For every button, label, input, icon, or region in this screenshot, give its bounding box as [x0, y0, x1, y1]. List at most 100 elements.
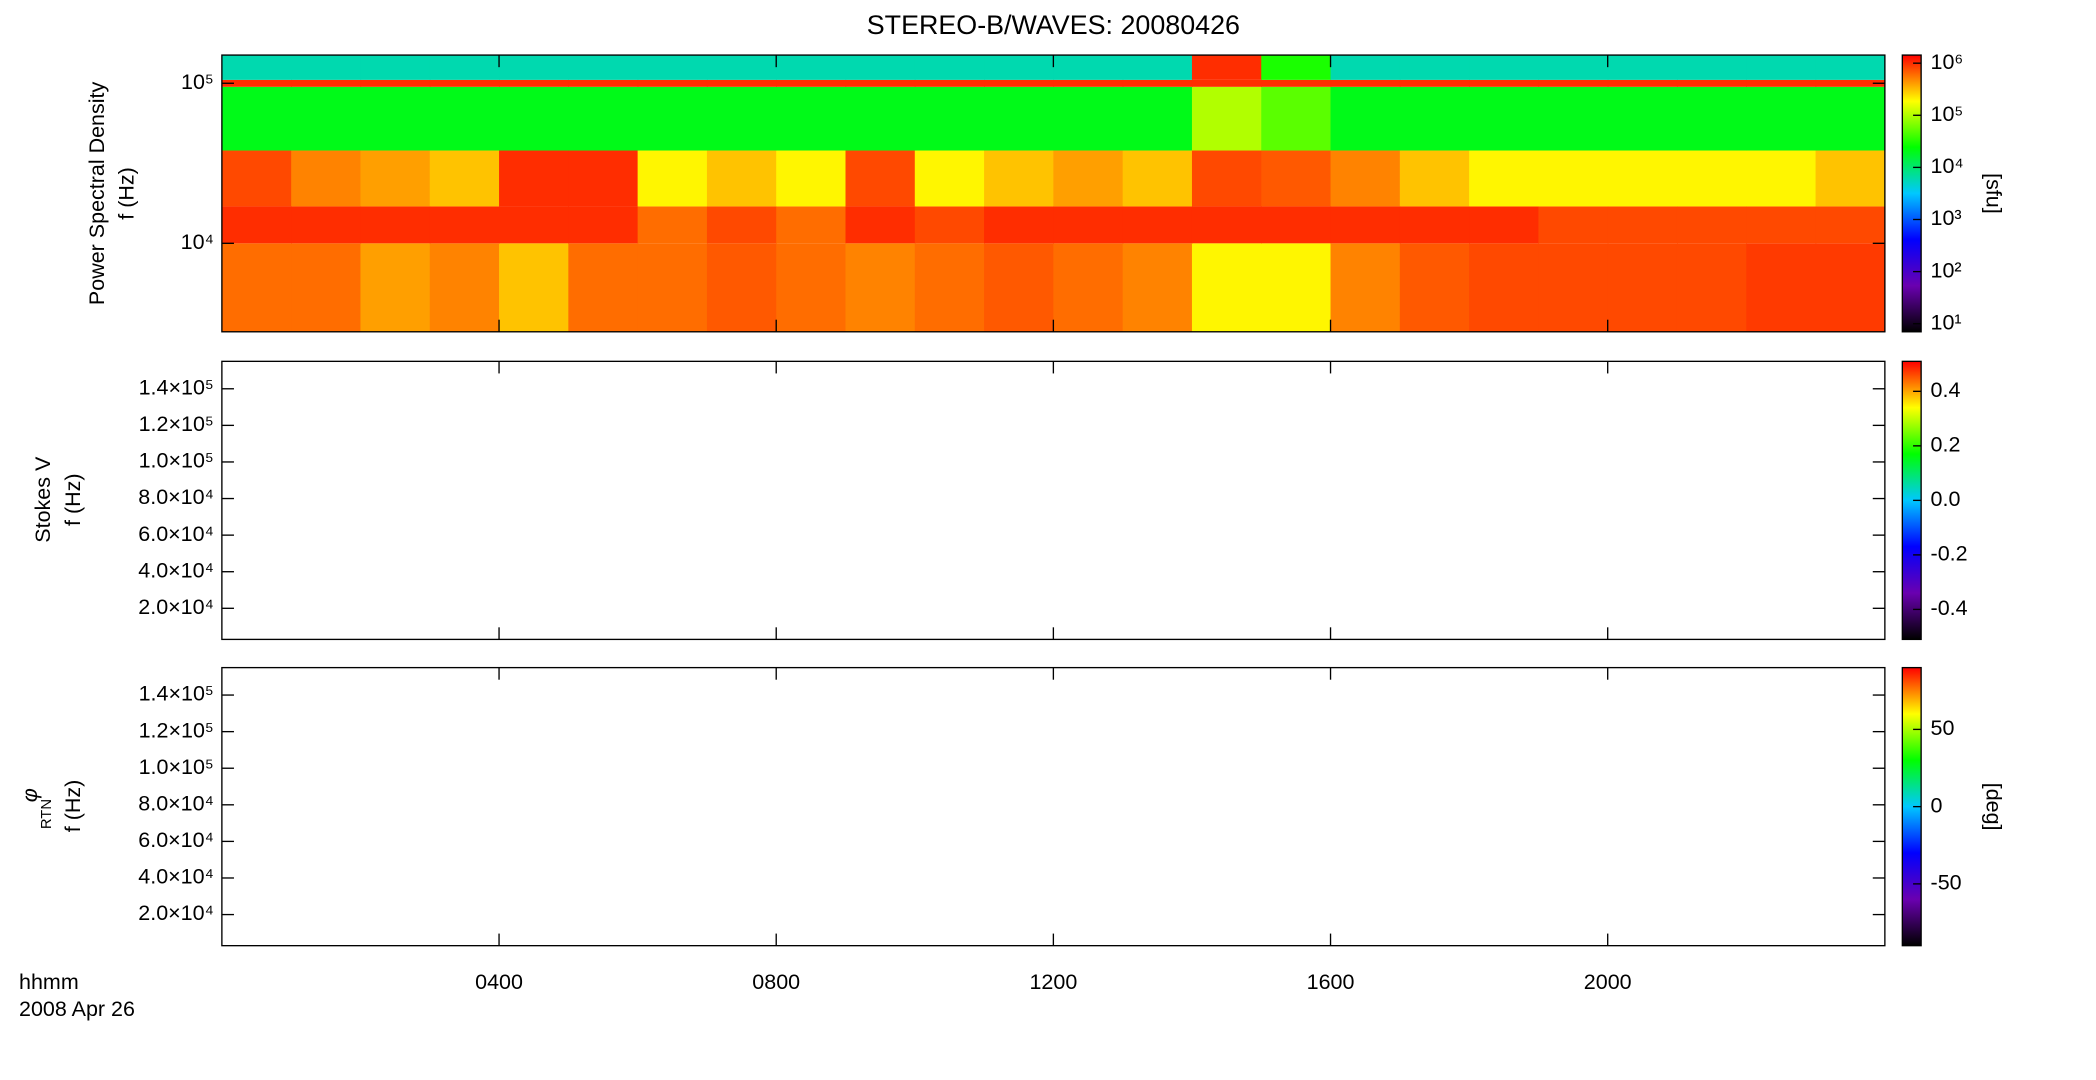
- heatmap-cell: [1053, 243, 1124, 332]
- heatmap-cell: [1053, 86, 1124, 151]
- y-axis-label: Stokes V: [31, 456, 55, 543]
- heatmap-cell: [1399, 86, 1470, 151]
- heatmap-cell: [1053, 55, 1124, 80]
- heatmap-cell: [568, 55, 639, 80]
- heatmap-cell: [1815, 150, 1886, 207]
- heatmap-cell: [1399, 79, 1470, 87]
- colorbar-label: [deg]: [1982, 783, 2006, 831]
- heatmap-cell: [291, 243, 362, 332]
- heatmap-cell: [706, 243, 777, 332]
- y-tick-label: 1.4×10⁵: [139, 375, 214, 399]
- chart-title: STEREO-B/WAVES: 20080426: [867, 10, 1240, 40]
- colorbar-tick-label: 10³: [1931, 206, 1962, 230]
- heatmap-cell: [845, 55, 916, 80]
- heatmap-cell: [1330, 243, 1401, 332]
- y-tick-label: 4.0×10⁴: [138, 865, 214, 889]
- x-axis-label: hhmm: [19, 970, 79, 994]
- heatmap-cell: [1746, 86, 1817, 151]
- y-tick-label: 2.0×10⁴: [138, 901, 214, 925]
- heatmap-cell: [221, 79, 292, 87]
- heatmap-cell: [568, 243, 639, 332]
- colorbar-tick-label: 10⁵: [1931, 102, 1964, 126]
- colorbar-tick-label: -0.2: [1931, 542, 1968, 566]
- x-tick-label: 0400: [475, 970, 523, 994]
- heatmap-cell: [291, 150, 362, 207]
- heatmap-cell: [429, 150, 500, 207]
- heatmap-cell: [1191, 206, 1262, 244]
- y-axis-label: Power Spectral Density: [85, 82, 109, 306]
- heatmap-cell: [221, 86, 292, 151]
- heatmap-cell: [914, 86, 985, 151]
- heatmap-cell: [1122, 150, 1193, 207]
- heatmap-cell: [1676, 206, 1747, 244]
- y-axis-label: φ: [18, 788, 42, 802]
- heatmap-cell: [1746, 150, 1817, 207]
- colorbar-tick-label: 10²: [1931, 258, 1962, 282]
- heatmap-cell: [1053, 79, 1124, 87]
- heatmap-cell: [499, 79, 570, 87]
- heatmap-cell: [1191, 55, 1262, 80]
- y-tick-label: 1.2×10⁵: [139, 412, 214, 436]
- date-label: 2008 Apr 26: [19, 997, 135, 1021]
- colorbar-tick-label: -50: [1931, 871, 1962, 895]
- y-axis-label: f (Hz): [115, 167, 139, 220]
- y-tick-label: 6.0×10⁴: [138, 828, 214, 852]
- colorbar-tick-label: -0.4: [1931, 596, 1968, 620]
- heatmap-cell: [706, 150, 777, 207]
- heatmap-cell: [1122, 243, 1193, 332]
- heatmap-cell: [637, 79, 708, 87]
- heatmap-cell: [845, 150, 916, 207]
- heatmap-cell: [1607, 206, 1678, 244]
- heatmap-cell: [1261, 150, 1332, 207]
- heatmap-cell: [221, 150, 292, 207]
- x-tick-label: 1600: [1307, 970, 1355, 994]
- heatmap-cell: [221, 243, 292, 332]
- heatmap-cell: [360, 79, 431, 87]
- heatmap-cell: [429, 243, 500, 332]
- colorbar-tick-label: 10¹: [1931, 310, 1962, 334]
- y-tick-label: 10⁵: [181, 70, 214, 94]
- y-tick-label: 1.4×10⁵: [139, 682, 214, 706]
- heatmap-cell: [568, 206, 639, 244]
- colorbar-tick-label: 10⁶: [1931, 50, 1964, 74]
- heatmap-cell: [1191, 243, 1262, 332]
- heatmap-cell: [637, 206, 708, 244]
- y-tick-label: 8.0×10⁴: [138, 485, 214, 509]
- heatmap-cell: [1261, 79, 1332, 87]
- heatmap-cell: [499, 206, 570, 244]
- heatmap-cell: [1538, 206, 1609, 244]
- heatmap-cell: [499, 150, 570, 207]
- heatmap-cell: [1469, 243, 1540, 332]
- y-axis-label: f (Hz): [61, 780, 85, 833]
- heatmap-cell: [776, 55, 847, 80]
- heatmap-cell: [914, 150, 985, 207]
- heatmap-cell: [1607, 150, 1678, 207]
- y-tick-label: 1.0×10⁵: [139, 755, 214, 779]
- heatmap-cell: [1538, 55, 1609, 80]
- heatmap-cell: [1746, 206, 1817, 244]
- heatmap-cell: [429, 79, 500, 87]
- heatmap-cell: [1538, 243, 1609, 332]
- colorbar-tick-label: 0: [1931, 793, 1943, 817]
- colorbar-tick-label: 10⁴: [1931, 154, 1964, 178]
- heatmap-cell: [499, 55, 570, 80]
- heatmap-cell: [706, 206, 777, 244]
- heatmap-cell: [1191, 150, 1262, 207]
- heatmap-cell: [984, 79, 1055, 87]
- heatmap-cell: [291, 206, 362, 244]
- heatmap-cell: [568, 79, 639, 87]
- x-tick-label: 0800: [752, 970, 800, 994]
- y-tick-label: 1.2×10⁵: [139, 718, 214, 742]
- y-tick-label: 6.0×10⁴: [138, 522, 214, 546]
- y-tick-label: 2.0×10⁴: [138, 595, 214, 619]
- heatmap-cell: [637, 243, 708, 332]
- heatmap-cell: [1330, 55, 1401, 80]
- heatmap-cell: [1746, 79, 1817, 87]
- heatmap-cell: [984, 243, 1055, 332]
- heatmap-cell: [1261, 55, 1332, 80]
- heatmap-cell: [360, 206, 431, 244]
- y-tick-label: 8.0×10⁴: [138, 791, 214, 815]
- heatmap-cell: [706, 86, 777, 151]
- colorbar-label: [sfu]: [1982, 173, 2006, 214]
- y-tick-label: 1.0×10⁵: [139, 449, 214, 473]
